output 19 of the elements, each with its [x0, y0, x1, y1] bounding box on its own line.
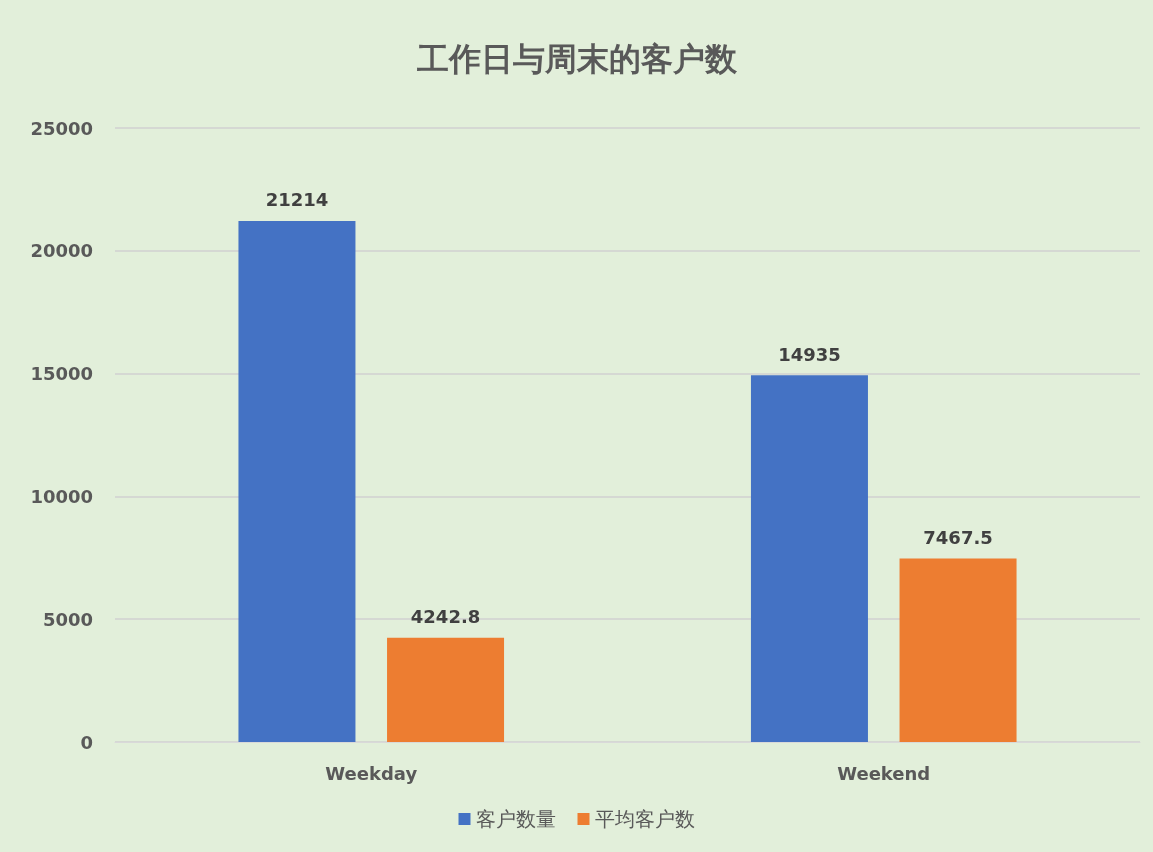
y-tick-label: 0 [80, 731, 93, 753]
data-label: 21214 [265, 189, 329, 211]
bar [238, 220, 356, 742]
legend-label: 客户数量 [475, 807, 556, 831]
y-tick-label: 20000 [30, 240, 93, 262]
y-tick-label: 25000 [30, 117, 93, 139]
data-label: 7467.5 [923, 527, 993, 549]
y-tick-label: 5000 [42, 608, 93, 630]
bar [387, 637, 505, 742]
y-tick-label: 10000 [30, 485, 93, 507]
data-label: 4242.8 [410, 606, 481, 628]
x-tick-label: Weekend [837, 762, 931, 784]
bar [899, 558, 1017, 742]
legend-label: 平均客户数 [594, 807, 695, 831]
bar [750, 375, 868, 742]
x-tick-label: Weekday [325, 762, 418, 784]
data-label: 14935 [778, 343, 841, 365]
chart-title: 工作日与周末的客户数 [415, 40, 738, 78]
y-tick-label: 15000 [30, 363, 93, 385]
